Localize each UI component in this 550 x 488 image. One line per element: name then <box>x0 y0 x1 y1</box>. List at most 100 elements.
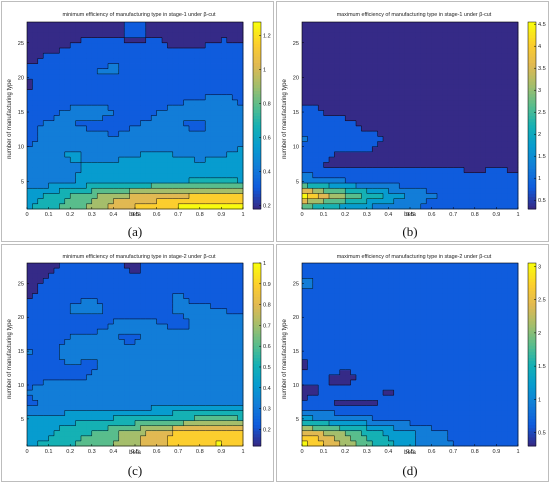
heatmap-cell <box>480 126 486 132</box>
heatmap-cell <box>453 27 459 33</box>
heatmap-cell <box>167 136 173 142</box>
heatmap-cell <box>394 157 400 163</box>
heatmap-cell <box>238 95 244 101</box>
heatmap-cell <box>124 58 130 64</box>
heatmap-cell <box>76 355 82 360</box>
heatmap-cell <box>232 147 238 153</box>
heatmap-cell <box>81 90 87 96</box>
heatmap-cell <box>437 64 443 70</box>
heatmap-cell <box>38 314 44 319</box>
x-tick-label: 0.2 <box>341 212 349 218</box>
heatmap-cell <box>227 32 233 38</box>
heatmap-cell <box>475 199 481 205</box>
colorbar-segment <box>528 184 536 188</box>
heatmap-cell <box>140 288 146 293</box>
heatmap-cell <box>356 38 362 44</box>
heatmap-cell <box>216 370 222 375</box>
heatmap-cell <box>173 441 179 446</box>
heatmap-cell <box>486 162 492 168</box>
heatmap-cell <box>173 152 179 158</box>
heatmap-cell <box>205 48 211 54</box>
heatmap-cell <box>302 141 308 147</box>
heatmap-cell <box>302 84 308 90</box>
heatmap-cell <box>103 314 109 319</box>
colorbar-segment <box>528 103 536 107</box>
heatmap-cell <box>496 173 502 179</box>
heatmap-cell <box>59 319 65 324</box>
heatmap-cell <box>189 263 195 268</box>
heatmap-cell <box>151 64 157 70</box>
heatmap-cell <box>70 32 76 38</box>
heatmap-cell <box>49 110 55 116</box>
heatmap-cell <box>200 48 206 54</box>
heatmap-cell <box>345 183 351 189</box>
heatmap-cell <box>86 79 92 85</box>
heatmap-cell <box>113 304 119 309</box>
heatmap-cell <box>405 157 411 163</box>
heatmap-cell <box>464 48 470 54</box>
heatmap-cell <box>448 79 454 85</box>
heatmap-cell <box>167 319 173 324</box>
heatmap-cell <box>405 178 411 184</box>
heatmap-cell <box>426 105 432 111</box>
heatmap-cell <box>324 90 330 96</box>
heatmap-cell <box>464 53 470 59</box>
heatmap-cell <box>124 400 130 405</box>
heatmap-cell <box>81 344 87 349</box>
heatmap-cell <box>108 95 114 101</box>
heatmap-cell <box>32 199 38 205</box>
heatmap-cell <box>361 69 367 75</box>
heatmap-cell <box>178 436 184 441</box>
heatmap-cell <box>313 147 319 153</box>
heatmap-cell <box>49 375 55 380</box>
heatmap-cell <box>211 395 217 400</box>
heatmap-cell <box>59 43 65 49</box>
heatmap-cell <box>216 58 222 64</box>
heatmap-cell <box>86 360 92 365</box>
heatmap-cell <box>388 43 394 49</box>
heatmap-cell <box>361 105 367 111</box>
heatmap-cell <box>502 178 508 184</box>
heatmap-cell <box>216 141 222 147</box>
heatmap-cell <box>59 283 65 288</box>
heatmap-cell <box>459 32 465 38</box>
heatmap-cell <box>200 390 206 395</box>
heatmap-cell <box>27 380 33 385</box>
heatmap-cell <box>130 126 136 132</box>
heatmap-cell <box>86 299 92 304</box>
heatmap-cell <box>475 167 481 173</box>
heatmap-cell <box>162 173 168 179</box>
heatmap-cell <box>70 370 76 375</box>
heatmap-cell <box>140 38 146 44</box>
heatmap-cell <box>232 141 238 147</box>
heatmap-cell <box>76 314 82 319</box>
heatmap-cell <box>334 178 340 184</box>
heatmap-cell <box>49 152 55 158</box>
heatmap-cell <box>437 131 443 137</box>
heatmap-cell <box>38 365 44 370</box>
heatmap-cell <box>496 152 502 158</box>
heatmap-cell <box>103 173 109 179</box>
colorbar-segment <box>528 187 536 191</box>
heatmap-cell <box>307 64 313 70</box>
heatmap-cell <box>475 178 481 184</box>
heatmap-cell <box>162 314 168 319</box>
heatmap-cell <box>97 90 103 96</box>
heatmap-cell <box>162 32 168 38</box>
heatmap-cell <box>86 95 92 101</box>
heatmap-cell <box>356 173 362 179</box>
heatmap-cell <box>421 167 427 173</box>
y-tick-label: 15 <box>293 110 299 116</box>
heatmap-cell <box>76 410 82 415</box>
heatmap-cell <box>43 319 49 324</box>
heatmap-cell <box>70 53 76 59</box>
heatmap-cell <box>469 48 475 54</box>
heatmap-cell <box>459 178 465 184</box>
heatmap-cell <box>76 105 82 111</box>
heatmap-cell <box>383 38 389 44</box>
heatmap-cell <box>507 173 513 179</box>
heatmap-cell <box>442 121 448 127</box>
heatmap-cell <box>108 136 114 142</box>
heatmap-cell <box>119 178 125 184</box>
heatmap-cell <box>54 147 60 153</box>
